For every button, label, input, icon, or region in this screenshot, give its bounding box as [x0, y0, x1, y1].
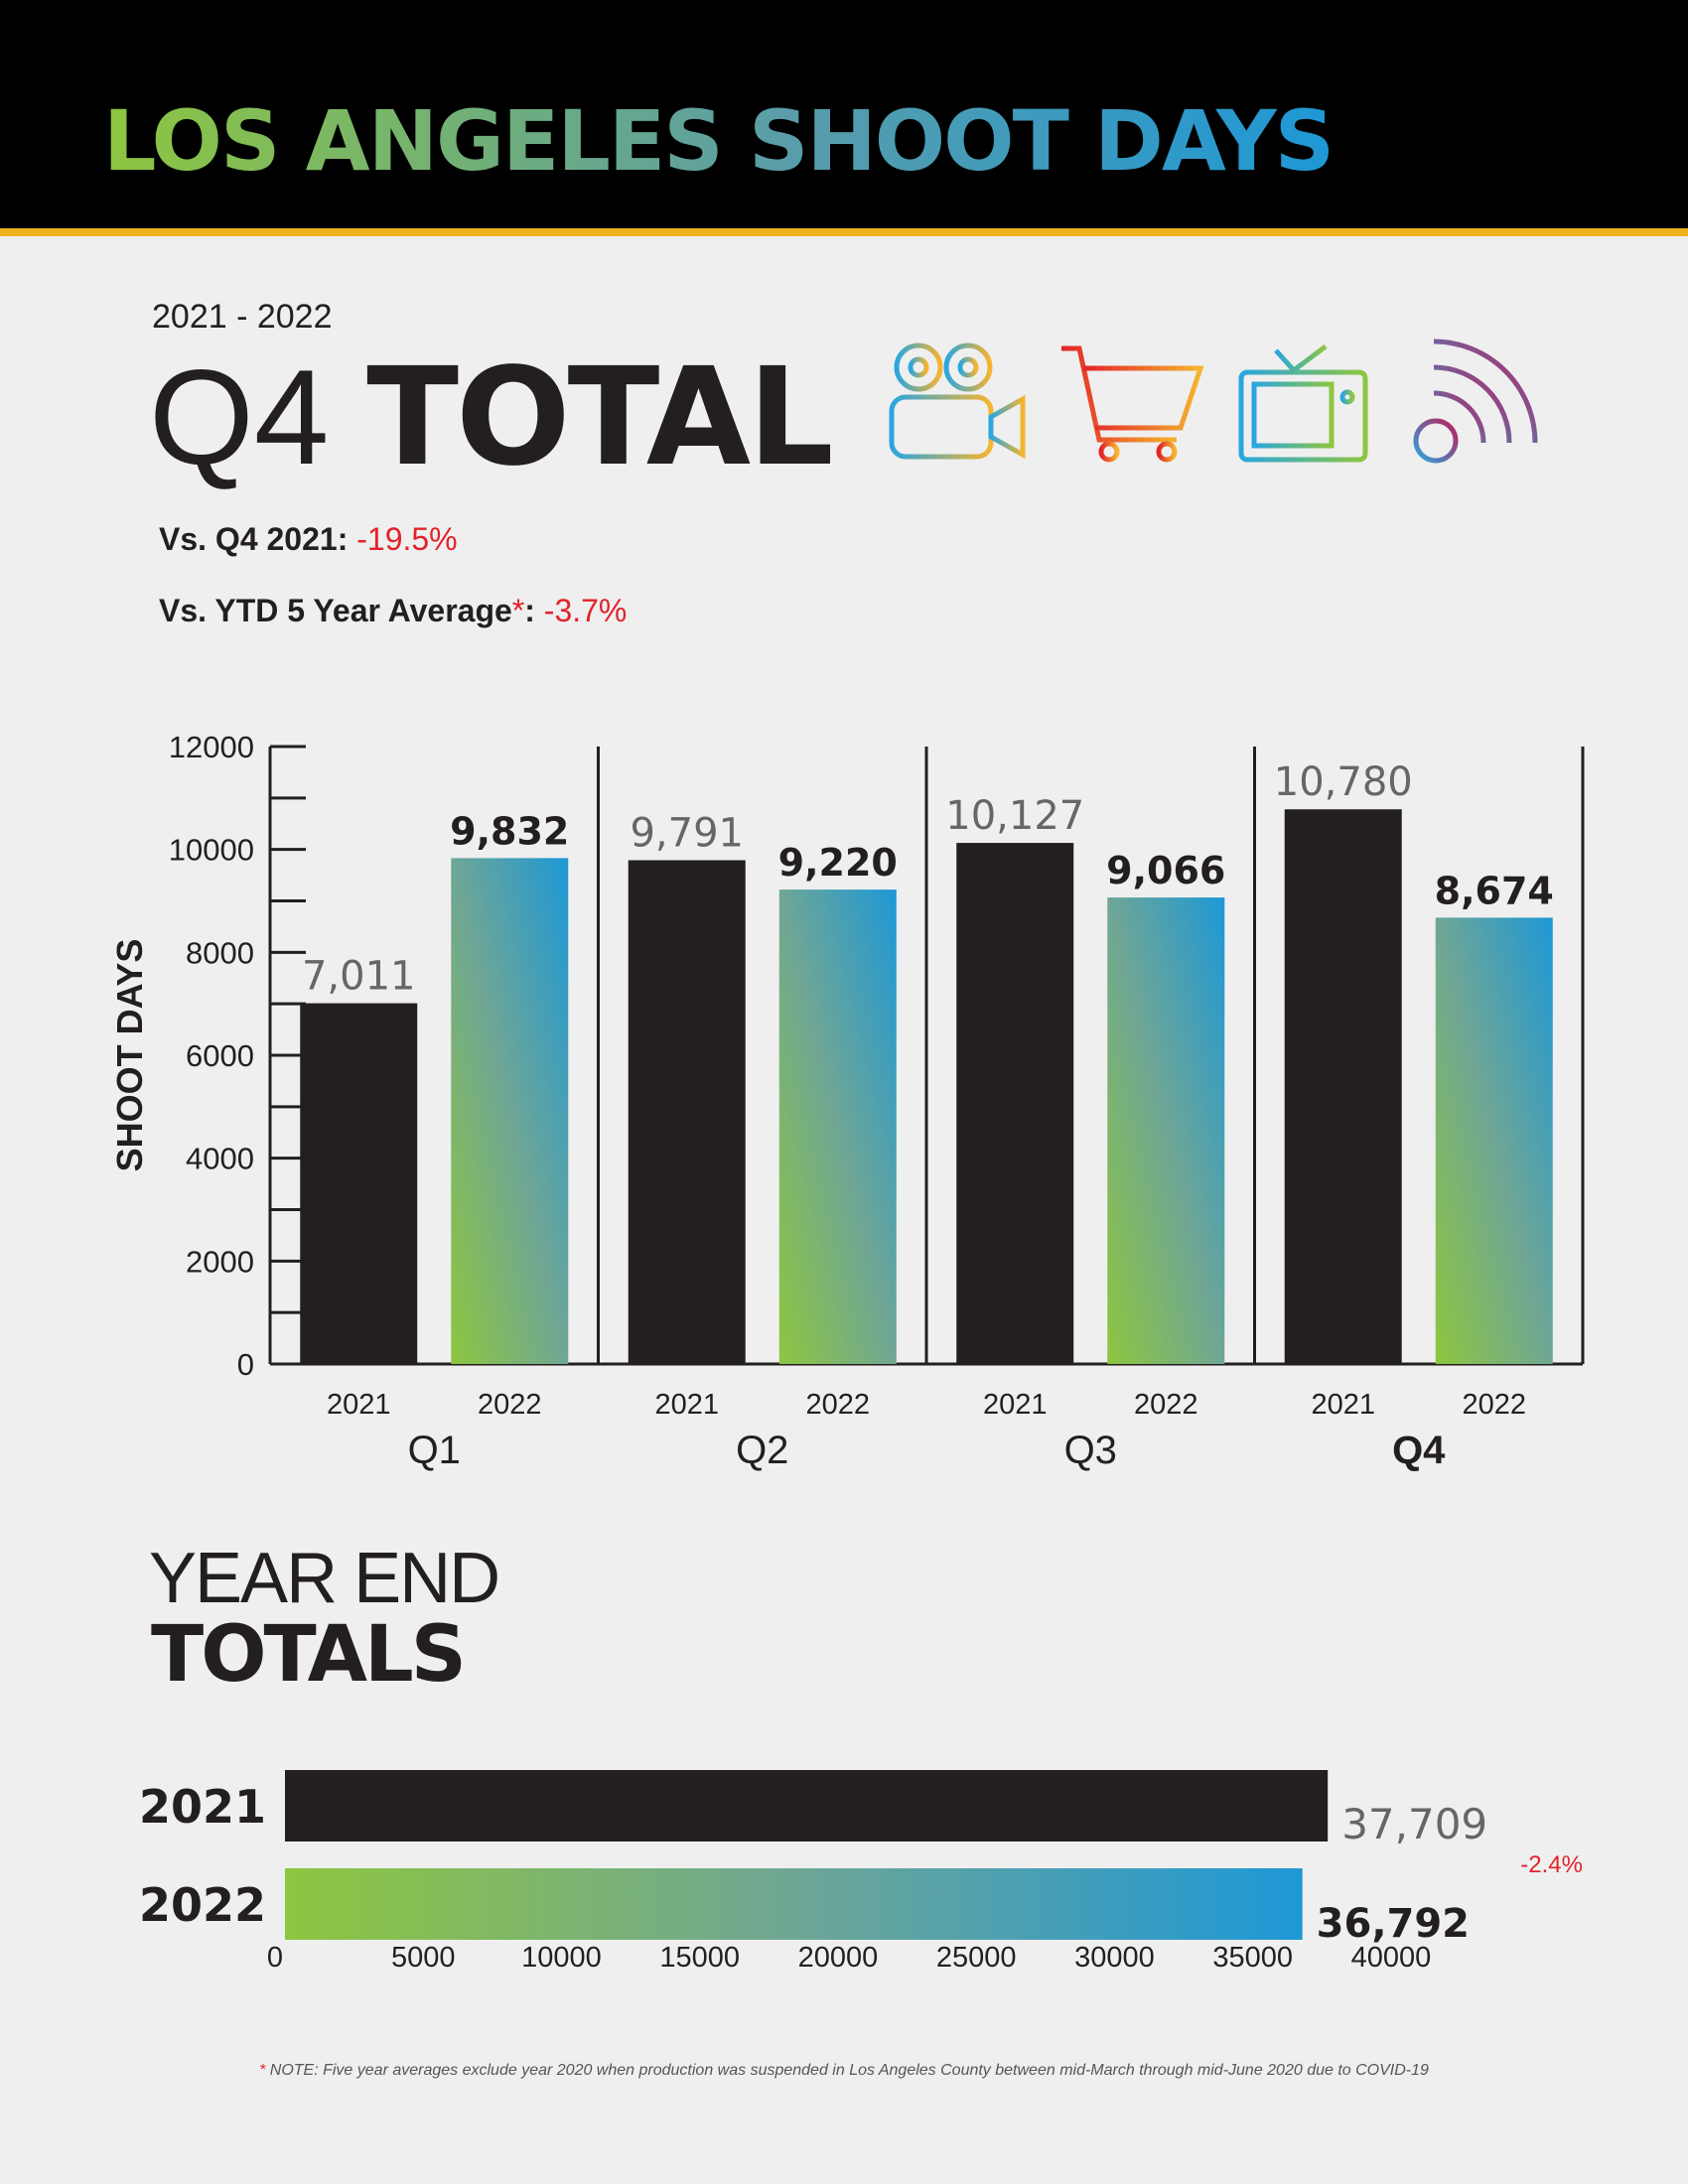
footnote-marker: *: [511, 593, 525, 628]
bar-year-end-2022: [285, 1868, 1303, 1940]
footnote-star: *: [259, 2062, 266, 2079]
x-tick-label: 40000: [1351, 1942, 1432, 1974]
change-label: -2.4%: [1520, 1851, 1583, 1878]
data-label: 9,832: [450, 809, 569, 853]
bar-q4-2021: [1284, 809, 1402, 1364]
footnote: * NOTE: Five year averages exclude year …: [0, 2062, 1688, 2080]
category-label: 2021: [139, 1780, 266, 1834]
q4-total-heading: Q4 TOTAL: [149, 341, 834, 492]
vs-avg-colon: :: [524, 593, 535, 628]
x-tick-label: 2022: [1134, 1389, 1198, 1421]
page-title: LOS ANGELES SHOOT DAYS: [103, 92, 1335, 190]
x-tick-label: 15000: [659, 1942, 740, 1974]
y-tick-label: 4000: [186, 1142, 254, 1176]
x-tick-label: 35000: [1212, 1942, 1293, 1974]
bar-year-end-2021: [285, 1770, 1329, 1842]
data-label: 7,011: [302, 954, 416, 1000]
y-tick-label: 6000: [186, 1038, 254, 1073]
group-label: Q3: [1064, 1429, 1117, 1472]
data-label: 9,791: [630, 810, 744, 856]
vs-avg-value: -3.7%: [543, 593, 628, 628]
x-tick-label: 2021: [327, 1389, 391, 1421]
x-tick-label: 25000: [936, 1942, 1017, 1974]
bar-q2-2021: [628, 860, 746, 1364]
group-label: Q1: [408, 1429, 461, 1472]
x-tick-label: 10000: [521, 1942, 602, 1974]
x-tick-label: 2022: [478, 1389, 542, 1421]
data-label: 8,674: [1435, 869, 1554, 912]
period-label: 2021 - 2022: [152, 298, 333, 336]
data-label: 9,066: [1106, 849, 1225, 892]
x-tick-label: 0: [267, 1942, 283, 1974]
bar-q1-2021: [300, 1003, 418, 1364]
vs-q4-value: -19.5%: [356, 521, 458, 557]
vs-q4-label: Vs. Q4 2021:: [159, 521, 349, 557]
bar-q3-2021: [956, 843, 1074, 1364]
x-tick-label: 2022: [806, 1389, 871, 1421]
value-label: 36,792: [1317, 1901, 1470, 1947]
vs-avg-label: Vs. YTD 5 Year Average: [159, 593, 512, 628]
group-label: Q2: [736, 1429, 788, 1472]
year-end-title-line2: TOTALS: [151, 1610, 467, 1700]
broadcast-signal-icon: [1413, 339, 1538, 464]
vs-avg-stat: Vs. YTD 5 Year Average*: -3.7%: [159, 593, 627, 629]
film-camera-icon: [889, 342, 1026, 460]
x-tick-label: 2021: [654, 1389, 719, 1421]
y-tick-label: 10000: [169, 833, 254, 868]
x-tick-label: 30000: [1074, 1942, 1155, 1974]
group-label: Q4: [1392, 1429, 1446, 1472]
bar-q4-2022: [1435, 917, 1553, 1364]
y-axis-title: SHOOT DAYS: [109, 939, 150, 1172]
x-tick-label: 2021: [1311, 1389, 1375, 1421]
x-tick-label: 5000: [391, 1942, 456, 1974]
y-tick-label: 8000: [186, 935, 254, 970]
bar-q1-2022: [451, 858, 569, 1364]
footnote-text: NOTE: Five year averages exclude year 20…: [265, 2062, 1429, 2079]
data-label: 10,780: [1274, 759, 1413, 805]
y-tick-label: 0: [237, 1347, 254, 1382]
television-icon: [1238, 344, 1368, 463]
year-end-title-line1: YEAR END: [149, 1539, 500, 1618]
y-tick-label: 2000: [186, 1244, 254, 1279]
value-label: 37,709: [1341, 1800, 1487, 1848]
quarter-label: Q4: [149, 341, 330, 492]
category-label: 2022: [139, 1878, 266, 1932]
data-label: 9,220: [778, 841, 898, 885]
header-banner: LOS ANGELES SHOOT DAYS: [0, 0, 1688, 236]
bar-q3-2022: [1107, 897, 1225, 1364]
y-tick-label: 12000: [169, 730, 254, 764]
bar-q2-2022: [778, 889, 897, 1364]
x-tick-label: 2022: [1463, 1389, 1527, 1421]
x-tick-label: 2021: [983, 1389, 1048, 1421]
vs-q4-stat: Vs. Q4 2021: -19.5%: [159, 521, 458, 558]
data-label: 10,127: [945, 793, 1084, 839]
total-label: TOTAL: [366, 340, 834, 496]
shopping-cart-icon: [1061, 345, 1204, 463]
x-tick-label: 20000: [798, 1942, 879, 1974]
